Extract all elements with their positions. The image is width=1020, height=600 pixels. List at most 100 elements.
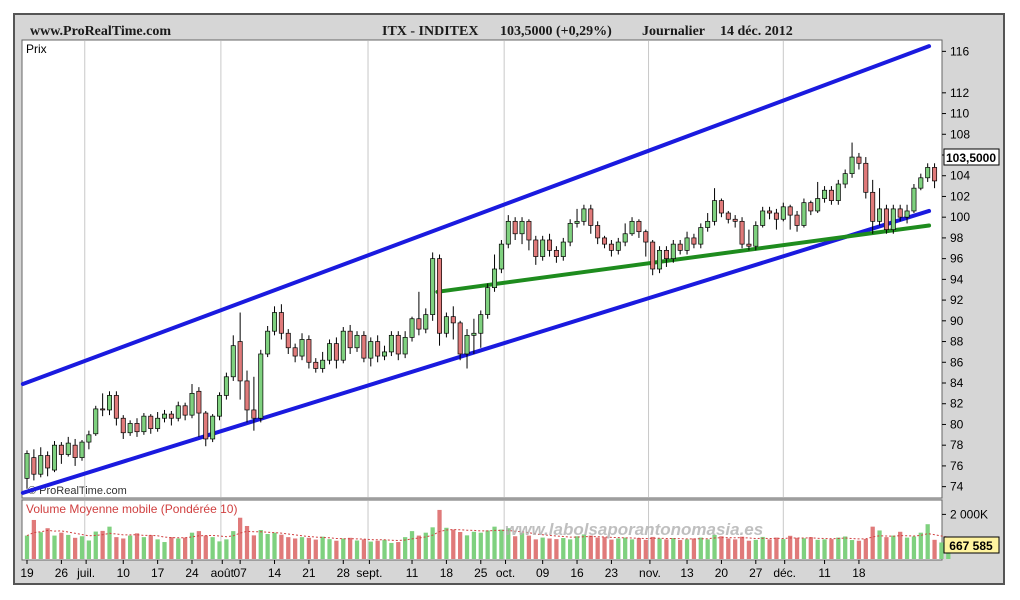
volume-bar <box>822 539 827 559</box>
site-label: www.ProRealTime.com <box>30 24 171 39</box>
candle <box>388 331 394 357</box>
volume-bar <box>423 532 428 559</box>
volume-bar <box>114 537 119 559</box>
candle <box>705 213 711 232</box>
candle <box>299 333 305 361</box>
candle-body <box>107 395 112 411</box>
candle <box>258 349 264 423</box>
candle-body <box>822 189 828 199</box>
last-price-tag <box>943 148 1000 166</box>
candle <box>368 337 374 367</box>
volume-bar <box>650 536 655 559</box>
candle <box>52 441 57 473</box>
x-tick-label: 23 <box>605 566 619 580</box>
candle-body <box>416 318 422 330</box>
candle-body <box>553 249 559 257</box>
candle-body <box>485 287 491 315</box>
candle <box>141 413 147 435</box>
volume-bar <box>678 540 683 559</box>
volume-bar <box>464 535 470 559</box>
volume-bar <box>176 538 181 559</box>
candle <box>120 415 126 439</box>
candle <box>162 409 167 423</box>
candle-body <box>498 243 504 270</box>
candle-body <box>237 341 243 382</box>
candle-body <box>299 339 305 357</box>
candle-body <box>155 417 161 429</box>
candle <box>175 401 181 422</box>
candle-body <box>505 220 511 245</box>
volume-bar <box>396 542 401 559</box>
candle <box>203 410 209 447</box>
candle <box>650 239 656 276</box>
volume-bar <box>719 536 724 559</box>
volume-bar <box>217 541 222 559</box>
candle-body <box>258 353 264 419</box>
volume-y-axis: 2 000K <box>942 507 988 521</box>
candle-body <box>739 220 745 245</box>
candle-body <box>52 444 57 471</box>
candle <box>347 324 353 354</box>
volume-bar <box>891 535 896 559</box>
price-y-tick-label: 76 <box>950 459 964 473</box>
last-price-header: 103,5000 (+0,29%) <box>500 24 612 39</box>
volume-bar <box>100 530 105 559</box>
volume-bar <box>183 537 188 559</box>
candle-body <box>794 214 800 226</box>
candle-body <box>911 187 917 212</box>
candle-body <box>863 162 869 193</box>
candle-body <box>712 200 718 222</box>
x-tick-label: 14 <box>268 566 282 580</box>
volume-bar <box>884 537 889 559</box>
price-y-tick-label: 82 <box>950 397 964 411</box>
x-tick-label: 13 <box>680 566 694 580</box>
candle-body <box>457 322 463 355</box>
candle-body <box>333 343 339 361</box>
volume-bar <box>925 524 930 559</box>
candle-body <box>567 223 573 243</box>
volume-bar <box>499 529 504 559</box>
x-tick-label: 28 <box>337 566 351 580</box>
candle-body <box>430 258 436 315</box>
volume-panel-label: Volume Moyenne mobile (Pondérée 10) <box>26 502 237 516</box>
candle <box>835 179 841 205</box>
candle-body <box>168 413 174 419</box>
candle <box>553 246 559 263</box>
volume-bar <box>403 537 408 559</box>
volume-bar <box>293 538 298 559</box>
volume-bar <box>478 532 483 559</box>
candle-body <box>684 237 690 251</box>
volume-bar <box>691 538 697 559</box>
volume-bar <box>251 535 257 559</box>
volume-bar <box>588 535 593 559</box>
volume-bar <box>437 509 442 559</box>
candle-body <box>725 212 731 220</box>
candle <box>292 343 298 363</box>
volume-bar <box>299 537 305 559</box>
volume-bar <box>224 539 229 559</box>
candle-body <box>595 225 601 239</box>
candle-body <box>278 312 284 334</box>
candle-body <box>636 220 642 233</box>
volume-bar <box>657 538 662 559</box>
x-tick-label: 16 <box>570 566 584 580</box>
candle-body <box>622 233 628 243</box>
volume-bar <box>244 525 250 559</box>
price-y-tick-label: 112 <box>950 86 969 100</box>
volume-bar <box>327 539 332 559</box>
candle-body <box>327 343 333 361</box>
candle <box>808 200 814 216</box>
volume-bar <box>128 535 133 559</box>
candle-body <box>670 243 676 259</box>
candle <box>615 237 621 255</box>
volume-bar <box>416 535 422 559</box>
candle <box>457 320 463 361</box>
candle <box>354 331 360 352</box>
volume-bar <box>382 539 387 559</box>
candle-body <box>285 332 291 349</box>
candle-body <box>815 198 821 212</box>
volume-bar <box>231 531 236 559</box>
candle-body <box>182 405 188 416</box>
volume-bar <box>767 539 772 559</box>
price-y-tick-label: 102 <box>950 189 970 203</box>
